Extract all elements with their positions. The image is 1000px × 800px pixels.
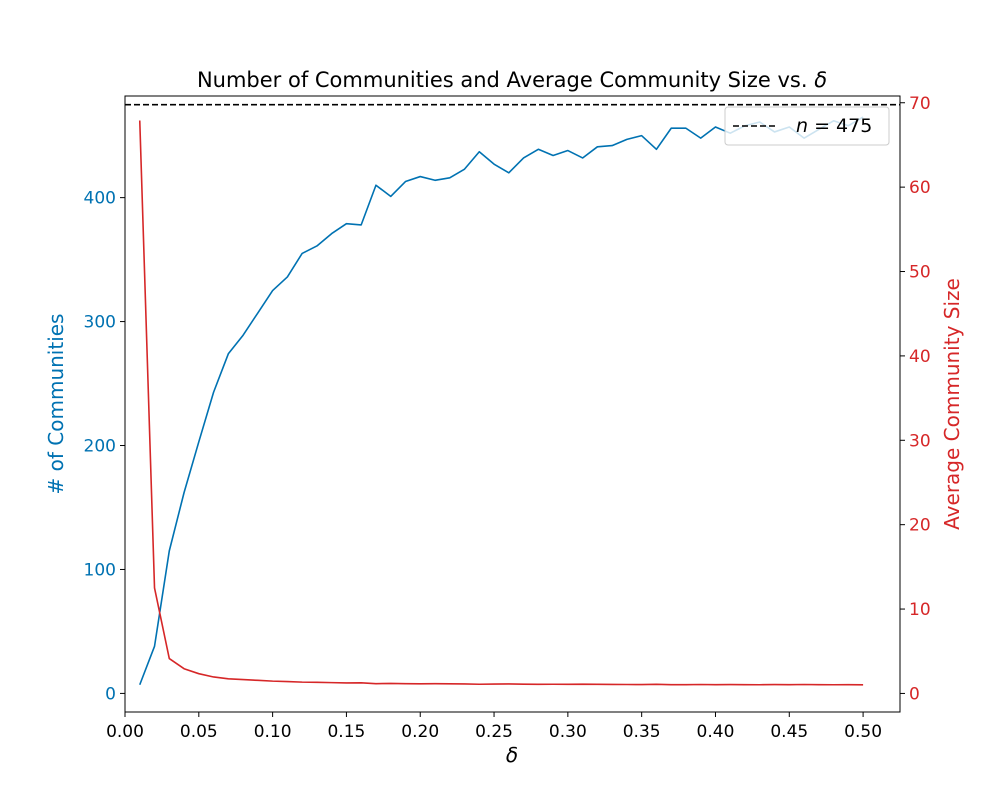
right-y-tick-label: 20 bbox=[909, 516, 931, 536]
x-tick-label: 0.40 bbox=[697, 722, 735, 742]
plot-frame bbox=[124, 95, 901, 713]
x-axis: 0.00 0.05 0.10 0.15 0.20 0.25 0.30 0.35 0.40 0.45… bbox=[106, 712, 882, 742]
right-y-axis: 0 10 20 30 40 50 60 70 bbox=[900, 94, 931, 704]
x-tick-label: 0.15 bbox=[327, 722, 365, 742]
left-y-tick-label: 0 bbox=[105, 684, 116, 704]
x-tick-label: 0.50 bbox=[844, 722, 882, 742]
x-tick-label: 0.45 bbox=[770, 722, 808, 742]
chart-title: Number of Communities and Average Commun… bbox=[197, 68, 827, 92]
left-y-tick-label: 200 bbox=[84, 437, 116, 457]
right-y-tick-label: 50 bbox=[909, 263, 931, 283]
x-axis-label: δ bbox=[506, 743, 518, 767]
x-tick-label: 0.10 bbox=[254, 722, 292, 742]
left-y-axis: 0 100 200 300 400 bbox=[84, 189, 125, 704]
x-tick-label: 0.00 bbox=[106, 722, 144, 742]
right-y-tick-label: 40 bbox=[909, 347, 931, 367]
right-y-tick-label: 0 bbox=[909, 684, 920, 704]
right-y-tick-label: 30 bbox=[909, 431, 931, 451]
left-y-tick-label: 400 bbox=[84, 189, 116, 209]
left-y-tick-label: 300 bbox=[84, 313, 116, 333]
x-tick-label: 0.05 bbox=[180, 722, 218, 742]
series-line-right bbox=[138, 120, 864, 686]
legend: n = 475 bbox=[724, 106, 890, 146]
x-tick-label: 0.25 bbox=[475, 722, 513, 742]
right-y-tick-label: 70 bbox=[909, 94, 931, 114]
left-y-axis-label: # of Communities bbox=[44, 314, 68, 495]
legend-box bbox=[724, 106, 890, 146]
x-tick-label: 0.35 bbox=[623, 722, 661, 742]
series-line-left bbox=[139, 116, 864, 686]
right-y-tick-label: 10 bbox=[909, 600, 931, 620]
right-y-axis-label: Average Community Size bbox=[940, 278, 964, 530]
legend-label: n = 475 bbox=[796, 115, 872, 137]
x-tick-label: 0.30 bbox=[549, 722, 587, 742]
right-y-tick-label: 60 bbox=[909, 178, 931, 198]
plot-lines bbox=[138, 116, 864, 686]
left-y-tick-label: 100 bbox=[84, 560, 116, 580]
x-tick-label: 0.20 bbox=[401, 722, 439, 742]
